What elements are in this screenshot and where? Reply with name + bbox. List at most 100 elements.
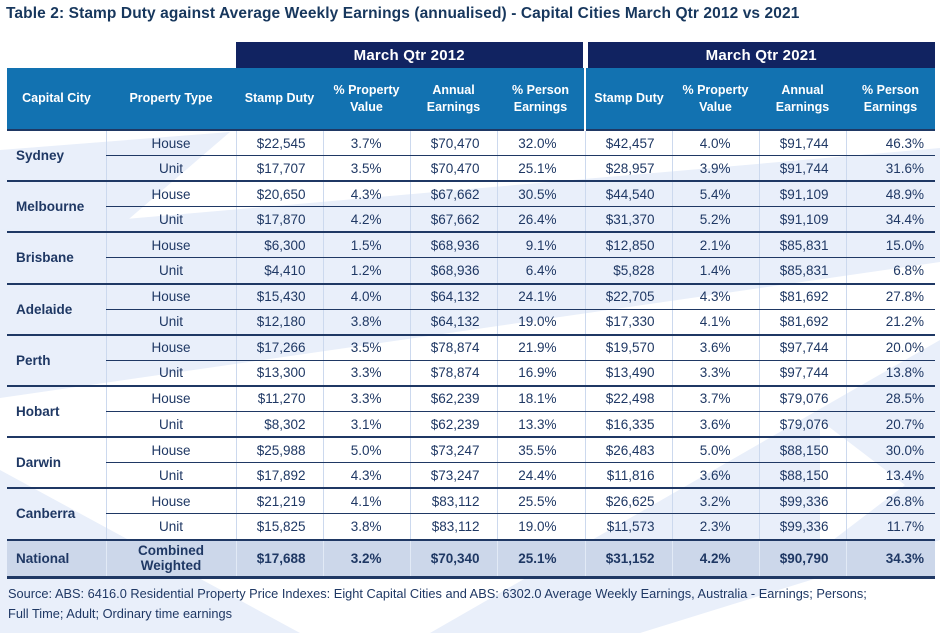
property-type-cell: House — [105, 333, 236, 361]
cell-annual-earnings-2012: $70,340 — [409, 538, 497, 579]
cell-stamp-duty-2012: $4,410 — [235, 257, 323, 284]
cell-pct-property-value-2012: 3.7% — [322, 129, 410, 157]
city-cell: Brisbane — [7, 231, 106, 284]
cell-pct-property-value-2012: 4.3% — [322, 180, 410, 208]
cell-pct-property-value-2012: 3.3% — [322, 360, 410, 386]
cell-pct-person-earnings-2021: 13.8% — [845, 360, 935, 386]
cell-annual-earnings-2021: $91,109 — [758, 206, 846, 233]
property-type-cell: Unit — [105, 155, 236, 182]
cell-pct-property-value-2012: 5.0% — [322, 436, 410, 464]
cell-annual-earnings-2021: $81,692 — [758, 282, 846, 310]
cell-stamp-duty-2012: $15,825 — [235, 513, 323, 540]
cell-pct-property-value-2012: 3.8% — [322, 513, 410, 540]
cell-annual-earnings-2012: $67,662 — [409, 206, 497, 233]
cell-stamp-duty-2021: $12,850 — [584, 231, 672, 259]
cell-annual-earnings-2012: $78,874 — [409, 333, 497, 361]
cell-annual-earnings-2021: $79,076 — [758, 384, 846, 413]
cell-pct-person-earnings-2012: 35.5% — [496, 436, 585, 464]
property-type-cell: House — [105, 282, 236, 310]
cell-pct-property-value-2012: 1.5% — [322, 231, 410, 259]
table-row: Darwin House $25,988 5.0% $73,247 35.5% $26,48… — [7, 436, 935, 489]
cell-pct-property-value-2012: 4.1% — [322, 487, 410, 515]
cell-annual-earnings-2021: $90,790 — [758, 538, 846, 579]
cell-pct-person-earnings-2021: 48.9% — [845, 180, 935, 208]
cell-annual-earnings-2012: $70,470 — [409, 129, 497, 157]
column-header-pct-property-value-2021: % Property Value — [672, 68, 759, 130]
cell-pct-property-value-2021: 3.6% — [671, 462, 759, 489]
table-row: Hobart House $11,270 3.3% $62,239 18.1% $22,49… — [7, 384, 935, 438]
table-row: Canberra House $21,219 4.1% $83,112 25.5% $26,… — [7, 487, 935, 540]
table-row: Unit $17,707 3.5% $70,470 25.1% $28,957 3.9% $9… — [7, 155, 935, 182]
column-header-capital-city: Capital City — [7, 68, 106, 130]
cell-stamp-duty-2021: $11,573 — [584, 513, 672, 540]
cell-pct-person-earnings-2012: 26.4% — [496, 206, 585, 233]
cell-pct-property-value-2021: 5.2% — [671, 206, 759, 233]
cell-pct-person-earnings-2021: 11.7% — [845, 513, 935, 540]
city-cell: Canberra — [7, 487, 106, 540]
cell-annual-earnings-2012: $67,662 — [409, 180, 497, 208]
table-row: Unit $4,410 1.2% $68,936 6.4% $5,828 1.4% $85,8… — [7, 257, 935, 284]
cell-annual-earnings-2021: $97,744 — [758, 360, 846, 386]
cell-annual-earnings-2012: $73,247 — [409, 462, 497, 489]
cell-pct-person-earnings-2012: 9.1% — [496, 231, 585, 259]
cell-pct-property-value-2012: 3.2% — [322, 538, 410, 579]
table-row: Unit $17,870 4.2% $67,662 26.4% $31,370 5.2% $9… — [7, 206, 935, 233]
cell-pct-person-earnings-2012: 32.0% — [496, 129, 585, 157]
cell-annual-earnings-2012: $68,936 — [409, 231, 497, 259]
property-type-cell: House — [105, 436, 236, 464]
cell-pct-property-value-2021: 4.1% — [671, 309, 759, 335]
table-row: Adelaide House $15,430 4.0% $64,132 24.1% $22,… — [7, 282, 935, 335]
cell-stamp-duty-2021: $5,828 — [584, 257, 672, 284]
cell-pct-property-value-2012: 3.1% — [322, 411, 410, 438]
table-row: Perth House $17,266 3.5% $78,874 21.9% $19,570… — [7, 333, 935, 386]
cell-pct-property-value-2021: 3.6% — [671, 411, 759, 438]
cell-stamp-duty-2012: $15,430 — [235, 282, 323, 310]
cell-stamp-duty-2012: $11,270 — [235, 384, 323, 413]
cell-pct-property-value-2021: 5.4% — [671, 180, 759, 208]
cell-annual-earnings-2021: $91,744 — [758, 129, 846, 157]
table-row: Sydney House $22,545 3.7% $70,470 32.0% $42,45… — [7, 128, 935, 182]
cell-pct-person-earnings-2021: 34.3% — [845, 538, 935, 579]
period-header-row: March Qtr 2012 March Qtr 2021 — [7, 42, 935, 68]
table-title: Table 2: Stamp Duty against Average Week… — [6, 5, 800, 22]
cell-pct-person-earnings-2012: 25.1% — [496, 155, 585, 182]
cell-pct-person-earnings-2012: 25.5% — [496, 487, 585, 515]
city-cell: Perth — [7, 333, 106, 386]
cell-pct-property-value-2021: 2.1% — [671, 231, 759, 259]
cell-pct-person-earnings-2021: 20.0% — [845, 333, 935, 361]
cell-annual-earnings-2012: $83,112 — [409, 487, 497, 515]
cell-pct-property-value-2012: 3.5% — [322, 155, 410, 182]
cell-stamp-duty-2021: $22,705 — [584, 282, 672, 310]
cell-pct-property-value-2021: 4.3% — [671, 282, 759, 310]
cell-pct-person-earnings-2021: 46.3% — [845, 129, 935, 157]
property-type-cell: Unit — [105, 206, 236, 233]
cell-stamp-duty-2021: $31,370 — [584, 206, 672, 233]
cell-annual-earnings-2021: $85,831 — [758, 231, 846, 259]
cell-stamp-duty-2012: $8,302 — [235, 411, 323, 438]
cell-pct-person-earnings-2021: 34.4% — [845, 206, 935, 233]
cell-annual-earnings-2012: $73,247 — [409, 436, 497, 464]
cell-pct-property-value-2021: 3.6% — [671, 333, 759, 361]
cell-stamp-duty-2021: $31,152 — [584, 538, 672, 579]
property-type-cell: House — [105, 231, 236, 259]
column-header-pct-property-value-2012: % Property Value — [323, 68, 410, 130]
cell-pct-property-value-2021: 3.2% — [671, 487, 759, 515]
cell-annual-earnings-2021: $97,744 — [758, 333, 846, 361]
cell-annual-earnings-2012: $64,132 — [409, 282, 497, 310]
table-row: Brisbane House $6,300 1.5% $68,936 9.1% $12,85… — [7, 231, 935, 284]
column-header-annual-earnings-2021: Annual Earnings — [759, 68, 846, 130]
column-header-row: Capital City Property Type Stamp Duty % … — [7, 68, 935, 130]
cell-annual-earnings-2021: $85,831 — [758, 257, 846, 284]
cell-stamp-duty-2012: $17,707 — [235, 155, 323, 182]
cell-annual-earnings-2012: $68,936 — [409, 257, 497, 284]
cell-stamp-duty-2012: $6,300 — [235, 231, 323, 259]
cell-annual-earnings-2021: $99,336 — [758, 513, 846, 540]
source-line: Source: ABS: 6416.0 Residential Property… — [8, 586, 867, 601]
cell-pct-property-value-2012: 4.3% — [322, 462, 410, 489]
period-header-spacer — [7, 42, 236, 68]
cell-pct-person-earnings-2012: 19.0% — [496, 513, 585, 540]
cell-annual-earnings-2012: $62,239 — [409, 411, 497, 438]
cell-stamp-duty-2021: $44,540 — [584, 180, 672, 208]
cell-pct-person-earnings-2012: 24.1% — [496, 282, 585, 310]
